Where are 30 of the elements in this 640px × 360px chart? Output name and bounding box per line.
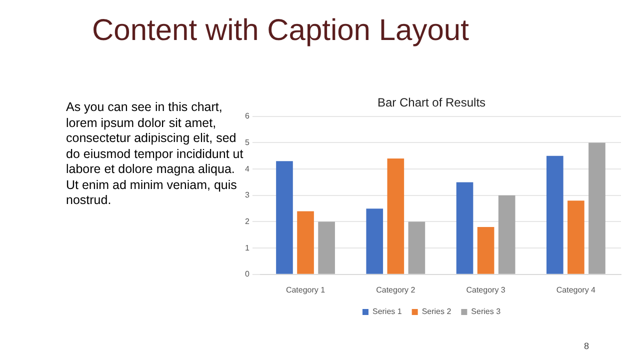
y-tick-label: 2 bbox=[244, 216, 250, 226]
x-tick-label: Category 4 bbox=[556, 285, 596, 294]
x-tick-label: Category 3 bbox=[466, 285, 506, 294]
text: As you can see in this chart, lorem ipsum dolor sit amet, consectetur adipiscing elit, sed do eiusmod tempor incididunt ut labore et dolore magna aliqua. Ut enim ad minim veniam, quis nostrud. bbox=[66, 100, 244, 208]
x-tick-label: Category 2 bbox=[376, 285, 416, 294]
text: 8 bbox=[584, 341, 590, 351]
bar bbox=[498, 195, 516, 274]
bar bbox=[546, 156, 564, 274]
bar bbox=[297, 211, 314, 274]
legend-label: Series 1 bbox=[372, 307, 402, 316]
bar bbox=[318, 222, 335, 274]
bar bbox=[568, 200, 584, 274]
bar bbox=[456, 182, 474, 274]
bar bbox=[477, 227, 494, 274]
x-tick-label: Category 1 bbox=[286, 285, 326, 294]
bar bbox=[276, 161, 293, 274]
legend-label: Series 2 bbox=[422, 307, 452, 316]
y-tick-label: 6 bbox=[244, 112, 250, 121]
bar bbox=[588, 142, 606, 274]
y-tick-label: 0 bbox=[244, 270, 250, 279]
bar bbox=[366, 208, 384, 274]
bar bbox=[387, 158, 404, 274]
y-tick-label: 5 bbox=[244, 138, 250, 147]
bar bbox=[408, 222, 426, 274]
y-tick-label: 3 bbox=[244, 190, 250, 200]
y-tick-label: 1 bbox=[244, 243, 250, 252]
chart-subtitle: Bar Chart of Results bbox=[377, 96, 486, 110]
legend-label: Series 3 bbox=[471, 307, 502, 316]
chart-title: Content with Caption Layout bbox=[92, 14, 469, 48]
y-tick-label: 4 bbox=[244, 164, 250, 174]
